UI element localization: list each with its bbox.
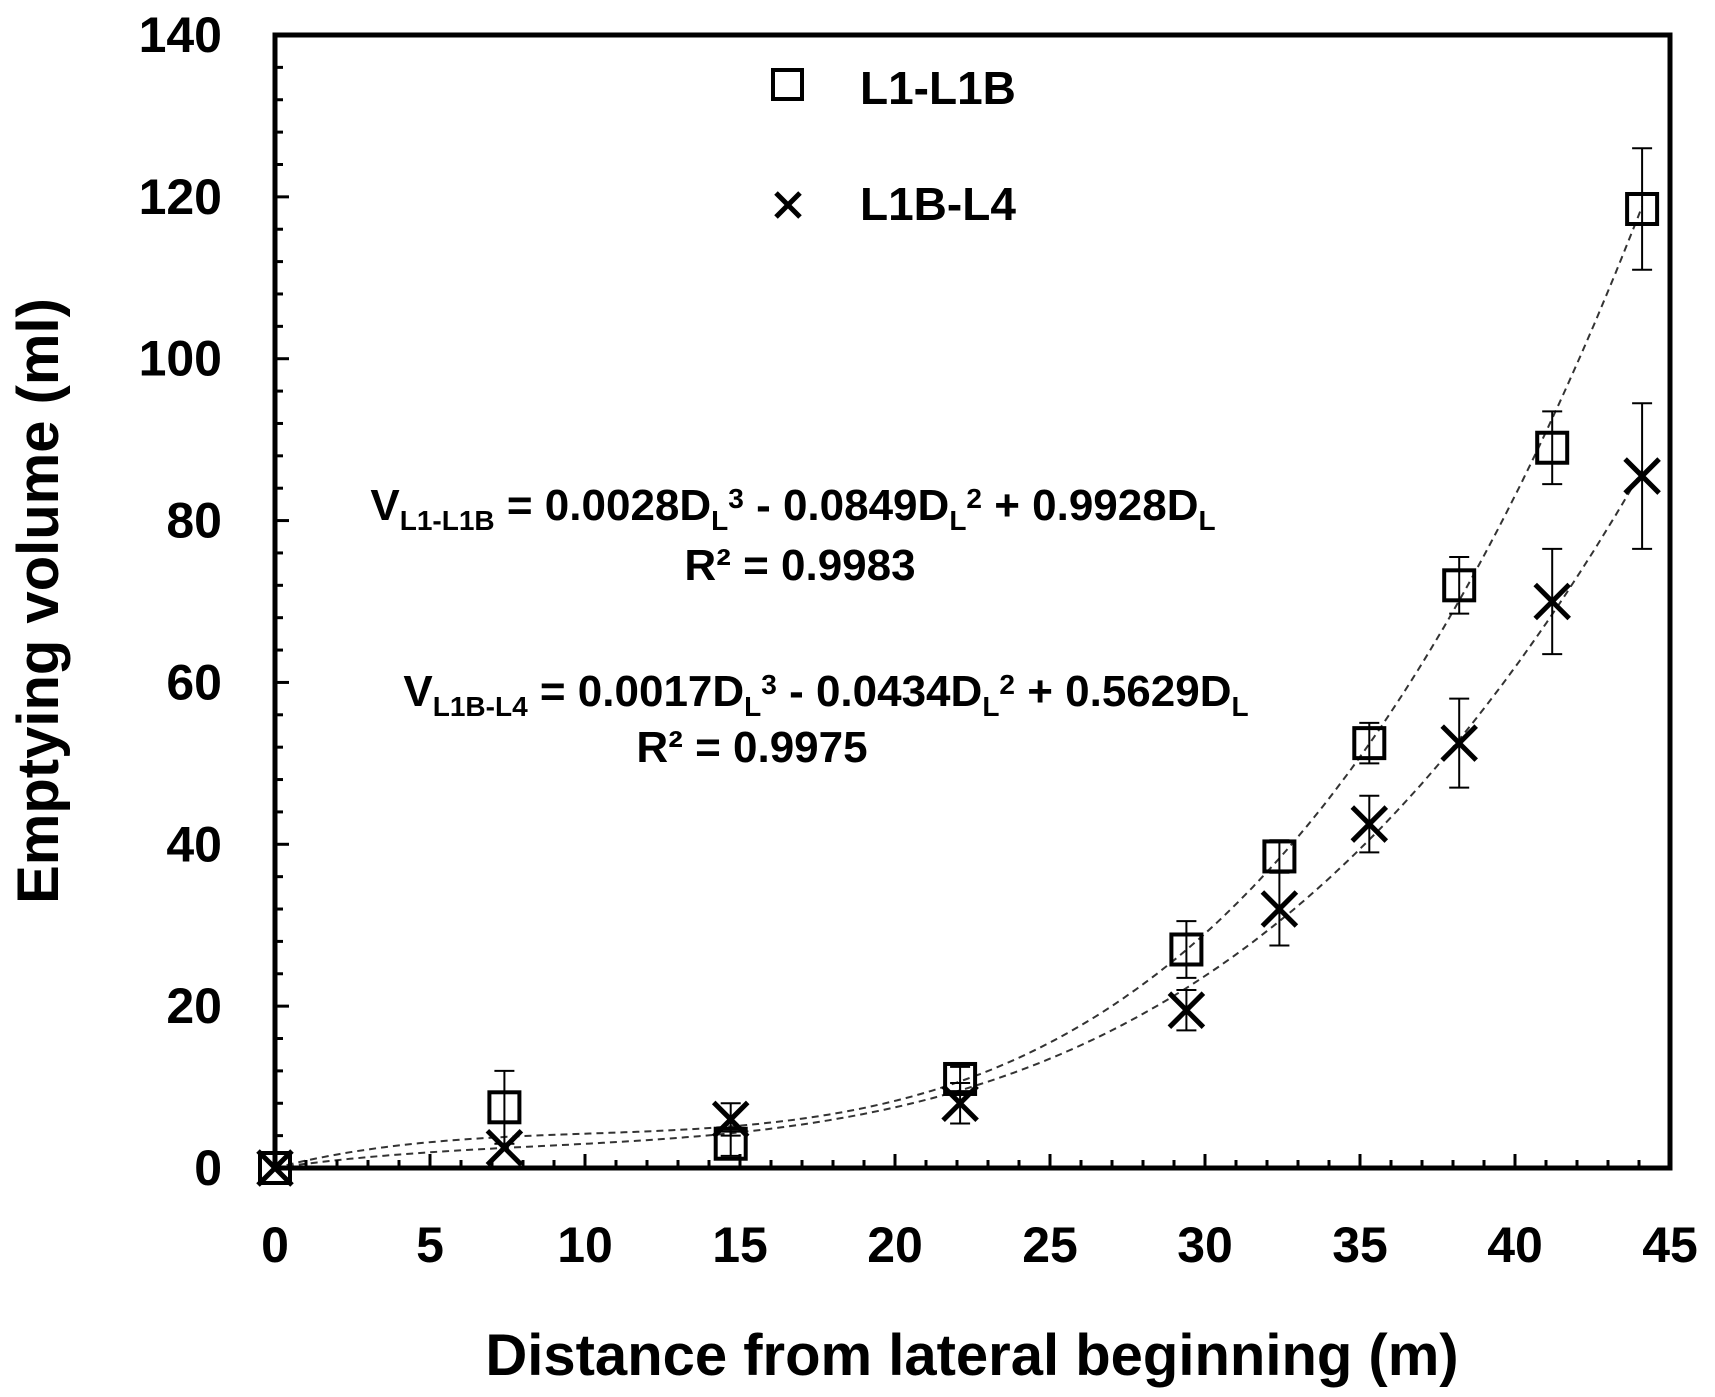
y-tick-label: 80: [166, 493, 222, 549]
x-tick-label: 15: [712, 1217, 768, 1273]
y-tick-label: 140: [139, 7, 222, 63]
point-l1b-l4-stroke: [1167, 991, 1206, 1029]
point-l1b-l4: [1533, 582, 1571, 621]
y-tick-label: 60: [166, 654, 222, 710]
equation-l1-l1b-formula: VL1-L1B = 0.0028DL3 - 0.0849DL2 + 0.9928…: [370, 481, 1215, 536]
y-tick-label: 120: [139, 169, 222, 225]
point-l1-l1b: [1535, 430, 1570, 465]
legend: L1-L1B L1B-L4: [771, 62, 1016, 230]
legend-label-l1-l1b: L1-L1B: [860, 62, 1016, 114]
point-l1b-l4-stroke: [1350, 805, 1389, 843]
y-tick-labels: 0 20 40 60 80 100 120 140: [139, 7, 222, 1196]
point-l1-l1b: [1262, 839, 1297, 874]
equation-l1b-l4-formula: VL1B-L4 = 0.0017DL3 - 0.0434DL2 + 0.5629…: [403, 667, 1248, 722]
point-l1b-l4-stroke: [1533, 582, 1571, 621]
x-axis-title: Distance from lateral beginning (m): [485, 1323, 1458, 1388]
plot-area-frame: [272, 32, 1673, 1171]
point-l1-l1b: [1169, 932, 1204, 967]
legend-marker-l1b-l4: [774, 191, 802, 219]
axis-ticks: [273, 33, 1672, 1170]
y-tick-label: 100: [139, 331, 222, 387]
point-l1b-l4: [1623, 457, 1661, 495]
point-l1b-l4-stroke: [1440, 724, 1478, 762]
point-l1-l1b: [1625, 191, 1660, 226]
point-l1b-l4: [1350, 805, 1389, 843]
point-l1b-l4: [711, 1100, 750, 1139]
data-markers: [256, 191, 1661, 1187]
point-l1b-l4: [1440, 724, 1478, 762]
legend-label-l1b-l4: L1B-L4: [860, 178, 1016, 230]
y-tick-label: 40: [166, 816, 222, 872]
x-tick-label: 0: [261, 1217, 289, 1273]
point-l1b-l4: [485, 1129, 524, 1167]
point-l1b-l4: [1167, 991, 1206, 1029]
equation-l1-l1b-r2: R² = 0.9983: [684, 541, 915, 590]
x-tick-label: 25: [1022, 1217, 1078, 1273]
legend-marker-l1-l1b: [771, 68, 804, 101]
point-l1b-l4: [941, 1084, 979, 1123]
equation-l1b-l4: VL1B-L4 = 0.0017DL3 - 0.0434DL2 + 0.5629…: [403, 667, 1248, 772]
x-tick-label: 40: [1487, 1217, 1543, 1273]
y-tick-label: 20: [166, 978, 222, 1034]
y-axis-title: Emptying volume (ml): [6, 298, 71, 904]
point-l1b-l4-stroke: [1260, 890, 1299, 928]
trendline-l1-l1b: [274, 206, 1644, 1169]
point-l1-l1b: [487, 1090, 522, 1125]
point-l1b-l4-stroke: [711, 1100, 750, 1139]
x-tick-label: 5: [416, 1217, 444, 1273]
point-l1-l1b: [1442, 568, 1477, 603]
x-tick-label: 10: [557, 1217, 613, 1273]
x-tick-label: 45: [1642, 1217, 1698, 1273]
point-l1b-l4: [1260, 890, 1299, 928]
point-l1b-l4-stroke: [485, 1129, 524, 1167]
error-bars: [494, 147, 1653, 1157]
x-tick-label: 30: [1177, 1217, 1233, 1273]
equation-l1-l1b: VL1-L1B = 0.0028DL3 - 0.0849DL2 + 0.9928…: [370, 481, 1215, 590]
point-l1-l1b: [713, 1126, 748, 1161]
point-l1b-l4-stroke: [941, 1084, 979, 1123]
x-tick-label: 20: [867, 1217, 923, 1273]
point-l1-l1b: [1352, 726, 1387, 761]
equation-l1b-l4-r2: R² = 0.9975: [636, 723, 867, 772]
y-tick-label: 0: [194, 1140, 222, 1196]
point-l1b-l4-stroke: [1623, 457, 1661, 495]
x-tick-label: 35: [1332, 1217, 1388, 1273]
x-tick-labels: 0 5 10 15 20 25 30 35 40 45: [261, 1217, 1698, 1273]
point-l1-l1b: [943, 1061, 978, 1096]
